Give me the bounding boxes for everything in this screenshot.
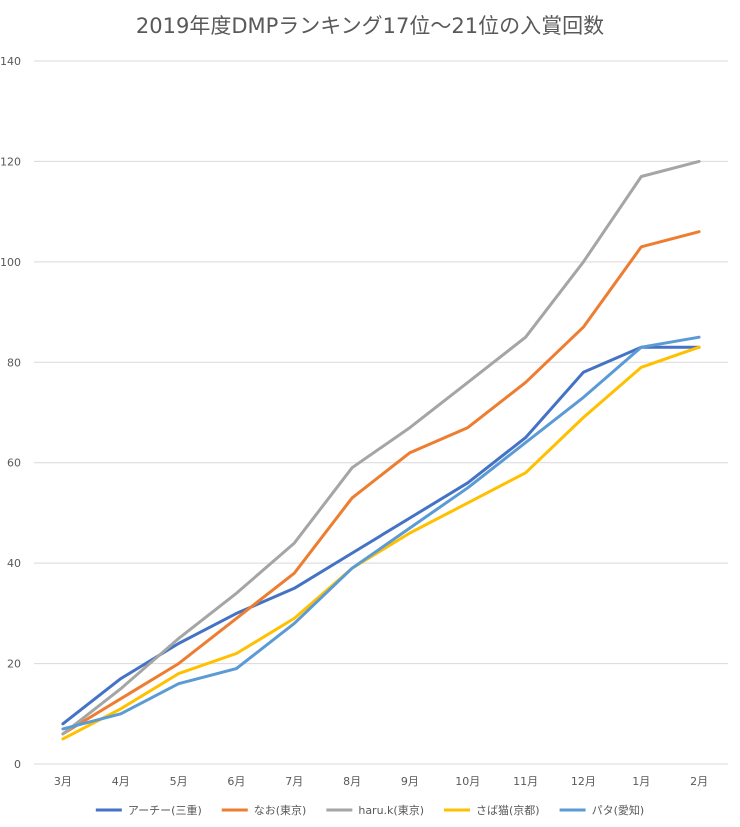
y-tick-label: 140 bbox=[0, 55, 21, 68]
legend-label: さば猫(京都) bbox=[476, 803, 540, 817]
x-tick-label: 12月 bbox=[571, 775, 596, 788]
series-line-1 bbox=[61, 345, 701, 726]
x-tick-label: 10月 bbox=[455, 775, 480, 788]
legend-label: haru.k(東京) bbox=[358, 803, 424, 817]
legend-label: パタ(愛知) bbox=[592, 803, 645, 817]
y-axis: 0 20 40 60 80 100 120 140 bbox=[0, 55, 21, 771]
y-tick-label: 0 bbox=[14, 758, 21, 771]
x-tick-label: 4月 bbox=[112, 775, 130, 788]
legend-label: アーチー(三重) bbox=[128, 803, 202, 817]
x-tick-label: 6月 bbox=[227, 775, 245, 788]
x-tick-label: 1月 bbox=[632, 775, 650, 788]
y-tick-label: 40 bbox=[7, 557, 21, 570]
series-line-2 bbox=[61, 230, 701, 736]
legend-item: パタ(愛知) bbox=[559, 803, 645, 817]
legend-item: haru.k(東京) bbox=[326, 803, 424, 817]
y-tick-label: 20 bbox=[7, 658, 21, 671]
x-tick-label: 11月 bbox=[513, 775, 538, 788]
y-tick-label: 80 bbox=[7, 356, 21, 369]
legend-item: なお(東京) bbox=[221, 803, 307, 817]
legend-label: なお(東京) bbox=[254, 803, 307, 817]
y-tick-label: 120 bbox=[0, 155, 21, 168]
x-axis: 3月 4月 5月 6月 7月 8月 9月 10月 11月 12月 1月 2月 bbox=[54, 775, 708, 788]
x-tick-label: 8月 bbox=[343, 775, 361, 788]
x-tick-label: 9月 bbox=[401, 775, 419, 788]
chart-title: 2019年度DMPランキング17位～21位の入賞回数 bbox=[135, 14, 605, 38]
x-tick-label: 5月 bbox=[170, 775, 188, 788]
y-tick-label: 60 bbox=[7, 457, 21, 470]
legend: アーチー(三重) なお(東京) haru.k(東京) さば猫(京都) パタ(愛知) bbox=[95, 803, 645, 817]
series-line-4 bbox=[61, 345, 701, 741]
x-tick-label: 3月 bbox=[54, 775, 72, 788]
legend-item: さば猫(京都) bbox=[444, 803, 540, 817]
series-line-5 bbox=[61, 335, 701, 731]
series-lines bbox=[61, 159, 701, 741]
gridlines bbox=[34, 60, 728, 765]
series-line-3 bbox=[61, 159, 701, 736]
x-tick-label: 2月 bbox=[690, 775, 708, 788]
legend-item: アーチー(三重) bbox=[95, 803, 202, 817]
x-tick-label: 7月 bbox=[285, 775, 303, 788]
y-tick-label: 100 bbox=[0, 256, 21, 269]
